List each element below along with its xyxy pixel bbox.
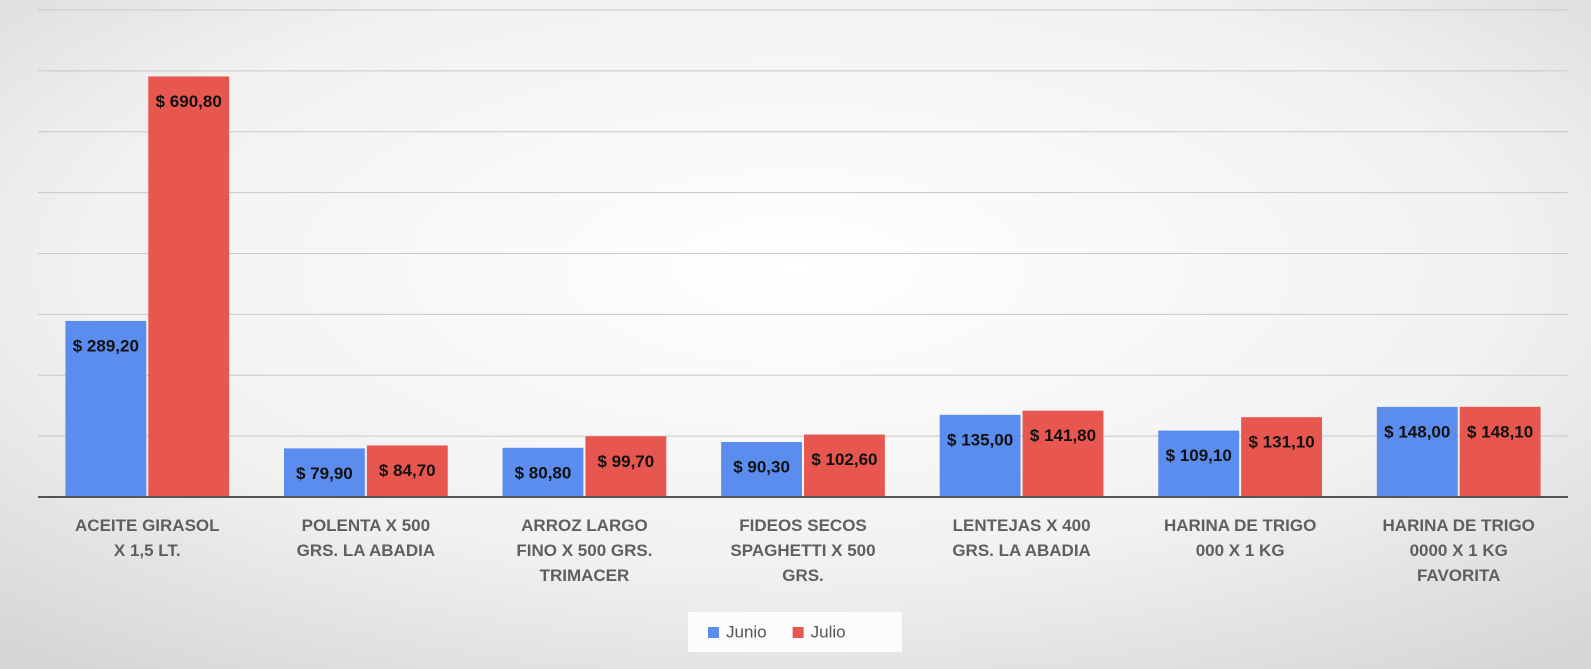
value-label: $ 148,10 (1467, 422, 1533, 441)
value-label: $ 141,80 (1030, 426, 1096, 445)
value-label: $ 79,90 (296, 464, 353, 483)
bar (502, 447, 584, 497)
x-tick-label: HARINA DE TRIGO 0000 X 1 KG FAVORITA (1383, 516, 1535, 585)
bar (804, 434, 885, 497)
value-label: $ 135,00 (947, 430, 1013, 449)
value-label: $ 690,80 (156, 92, 222, 111)
legend-swatch (708, 627, 719, 638)
legend-label: Junio (726, 622, 767, 641)
bar (366, 445, 448, 497)
value-label: $ 289,20 (73, 336, 139, 355)
bar (1376, 406, 1458, 497)
bar (721, 442, 802, 497)
x-tick-label: FIDEOS SECOS SPAGHETTI X 500 GRS. (730, 516, 875, 585)
value-label: $ 148,00 (1384, 422, 1450, 441)
bar (585, 436, 667, 497)
bar (1022, 410, 1104, 497)
bar (148, 76, 230, 498)
bar (939, 414, 1021, 497)
legend-swatch (792, 627, 804, 638)
x-tick-label: LENTEJAS X 400 GRS. LA ABADIA (952, 516, 1091, 560)
x-tick-label: HARINA DE TRIGO 000 X 1 KG (1164, 516, 1316, 560)
value-label: $ 109,10 (1166, 446, 1232, 465)
bar (1158, 430, 1240, 497)
value-label: $ 131,10 (1248, 433, 1314, 452)
x-tick-label: POLENTA X 500 GRS. LA ABADIA (297, 516, 436, 560)
value-label: $ 99,70 (597, 452, 654, 471)
bar (283, 448, 365, 497)
value-label: $ 90,30 (733, 458, 790, 477)
x-tick-label: ACEITE GIRASOL X 1,5 LT. (75, 516, 220, 560)
x-tick-label: ARROZ LARGO FINO X 500 GRS. TRIMACER (516, 516, 652, 585)
value-label: $ 102,60 (811, 450, 877, 469)
legend-label: Julio (811, 622, 846, 641)
bar (65, 320, 147, 497)
bar (1241, 417, 1323, 497)
value-label: $ 84,70 (379, 461, 436, 480)
value-label: $ 80,80 (515, 463, 572, 482)
bar (1459, 406, 1541, 497)
